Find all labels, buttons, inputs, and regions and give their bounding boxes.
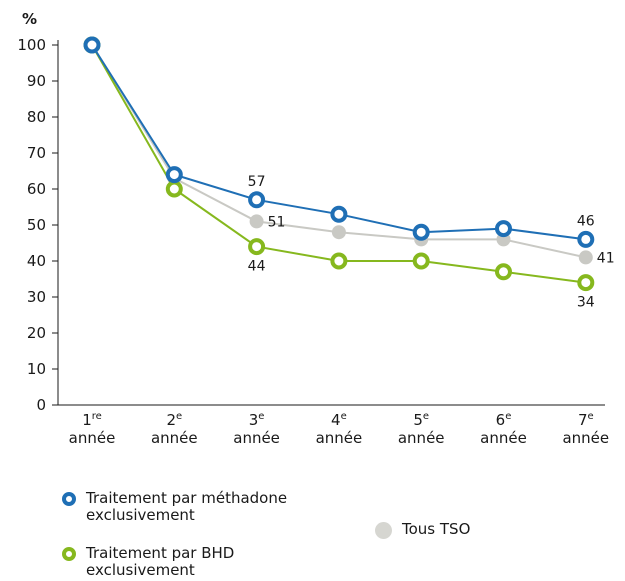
data-point [412,252,430,270]
data-point [248,191,266,209]
x-tick-label-word: année [233,429,280,447]
data-label: 44 [248,259,266,275]
y-tick-label: 90 [27,72,46,90]
data-point [412,223,430,241]
y-tick-label: 10 [27,360,46,378]
y-tick-label: 0 [36,396,46,414]
legend-marker-bhd [62,547,76,561]
data-point [495,220,512,238]
data-label: 57 [248,174,266,190]
data-point [578,250,593,265]
x-tick-label: 1re [82,411,102,429]
data-point [165,166,183,184]
x-tick-label: 7e [578,411,594,429]
legend-item-bhd: Traitement par BHD exclusivement [62,545,266,579]
legend-label-methadone: Traitement par méthadone exclusivement [86,489,288,524]
data-point [577,230,595,248]
y-tick-label: 100 [17,36,46,54]
data-point [165,180,183,198]
x-tick-label-word: année [480,429,527,447]
data-point [577,274,595,292]
data-label: 34 [577,295,595,311]
x-tick-label: 6e [496,411,512,429]
x-tick-label-word: année [562,429,609,447]
y-tick-label: 40 [27,252,46,270]
line-chart: %01020304050607080901001reannée2eannée3e… [17,10,615,447]
y-tick-label: 50 [27,216,46,234]
data-point [330,205,348,223]
data-point [83,36,101,54]
x-tick-label: 5e [413,411,429,429]
y-axis-unit-label: % [22,10,37,28]
data-label: 51 [268,214,286,230]
legend-marker-tous-tso [375,522,392,539]
y-tick-label: 30 [27,288,46,306]
y-tick-label: 70 [27,144,46,162]
x-tick-label-word: année [69,429,116,447]
y-tick-label: 60 [27,180,46,198]
legend-marker-methadone [62,492,76,506]
legend-label-bhd: Traitement par BHD exclusivement [86,544,235,579]
x-tick-label-word: année [316,429,363,447]
x-tick-label-word: année [151,429,198,447]
data-point [249,214,264,229]
x-tick-label: 2e [166,411,182,429]
y-tick-label: 20 [27,324,46,342]
data-point [331,225,346,240]
legend-label-tous-tso: Tous TSO [402,520,471,538]
x-tick-label: 4e [331,411,347,429]
y-tick-label: 80 [27,108,46,126]
legend-item-tous-tso: Tous TSO [375,521,470,539]
data-label: 46 [577,213,595,229]
data-point [495,263,512,281]
data-point [248,238,266,256]
x-tick-label-word: année [398,429,445,447]
data-label: 41 [597,250,615,266]
x-tick-label: 3e [249,411,265,429]
data-point [330,252,348,270]
legend-item-methadone: Traitement par méthadone exclusivement [62,490,326,524]
